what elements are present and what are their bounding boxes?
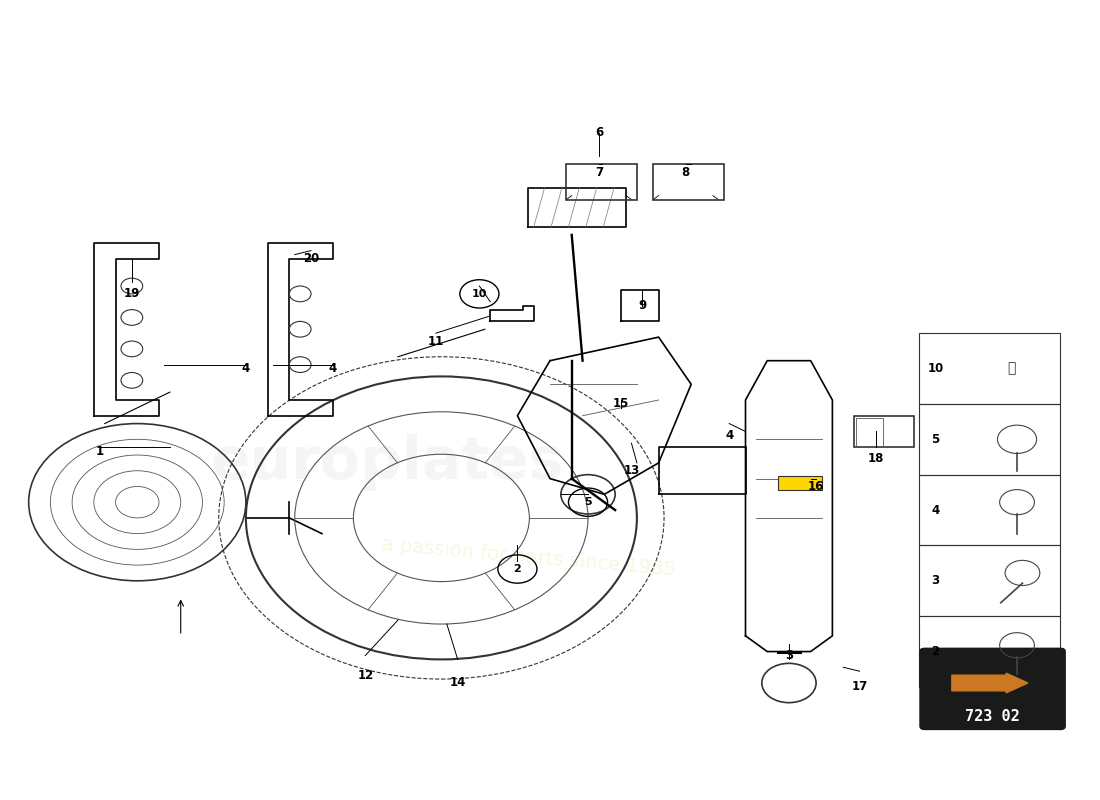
Text: 10: 10 xyxy=(927,362,944,375)
Text: 14: 14 xyxy=(450,677,466,690)
Text: 4: 4 xyxy=(725,429,734,442)
Text: 10: 10 xyxy=(472,289,487,299)
Text: 3: 3 xyxy=(932,574,939,587)
Text: 17: 17 xyxy=(851,681,868,694)
Text: 1: 1 xyxy=(96,445,103,458)
Bar xyxy=(920,474,1060,546)
Text: 5: 5 xyxy=(584,497,592,507)
Text: 723 02: 723 02 xyxy=(965,710,1020,724)
Text: 9: 9 xyxy=(638,299,647,312)
Text: 11: 11 xyxy=(428,334,444,347)
Bar xyxy=(653,164,724,199)
Text: europlates: europlates xyxy=(210,434,564,491)
FancyBboxPatch shape xyxy=(920,648,1066,730)
Text: 2: 2 xyxy=(514,564,521,574)
Text: 3: 3 xyxy=(785,649,793,662)
FancyArrow shape xyxy=(952,673,1027,693)
Text: 16: 16 xyxy=(807,480,824,493)
Text: 4: 4 xyxy=(932,503,939,517)
Bar xyxy=(920,616,1060,687)
Text: 13: 13 xyxy=(624,464,639,478)
Text: 8: 8 xyxy=(682,166,690,178)
Bar xyxy=(854,416,914,447)
Text: 6: 6 xyxy=(595,126,603,139)
Bar xyxy=(566,164,637,199)
Text: 4: 4 xyxy=(242,362,250,375)
Text: a passion for parts since 1985: a passion for parts since 1985 xyxy=(381,535,676,579)
Text: 15: 15 xyxy=(613,398,629,410)
Text: ⌒: ⌒ xyxy=(1008,362,1015,375)
Text: 5: 5 xyxy=(932,433,939,446)
Text: 12: 12 xyxy=(358,669,374,682)
Text: 2: 2 xyxy=(932,645,939,658)
Text: 19: 19 xyxy=(123,287,140,300)
Bar xyxy=(920,404,1060,474)
Text: 20: 20 xyxy=(302,252,319,265)
Bar xyxy=(920,546,1060,616)
Bar xyxy=(778,476,822,490)
Text: 18: 18 xyxy=(868,453,884,466)
Bar xyxy=(856,418,883,446)
Text: 7: 7 xyxy=(595,166,603,178)
Bar xyxy=(920,333,1060,404)
Text: 4: 4 xyxy=(329,362,337,375)
